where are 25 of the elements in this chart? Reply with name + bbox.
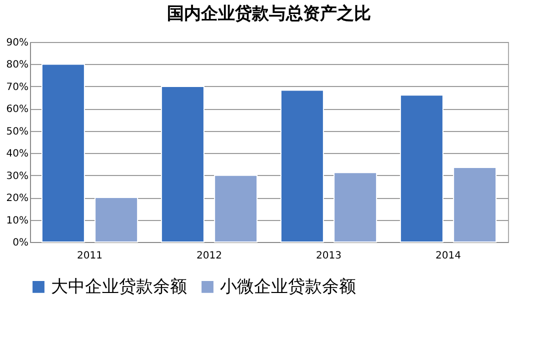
y-tick-label: 70% [6,82,28,93]
bar [94,197,138,242]
bar [160,86,204,242]
x-tick-label: 2013 [316,250,342,262]
y-tick-label: 20% [6,193,28,204]
x-tick-label: 2014 [436,250,461,262]
y-tick-label: 60% [6,104,28,116]
y-tick-label: 40% [6,148,28,160]
y-tick-label: 80% [6,60,28,71]
y-tick-label: 50% [6,126,28,138]
y-tick-label: 30% [6,170,28,182]
y-tick-label: 90% [6,38,28,48]
legend-label: 小微企业贷款余额 [220,276,356,297]
y-tick-label: 0% [12,238,28,248]
y-tick-label: 10% [6,215,28,226]
bar [41,64,85,242]
bar [400,94,444,242]
chart-title: 国内企业贷款与总资产之比 [167,4,371,24]
bar [334,172,378,242]
x-tick-label: 2012 [196,250,222,262]
legend-label: 大中企业贷款余额 [51,276,187,297]
bar [214,174,258,242]
bar [280,90,324,242]
x-tick-label: 2011 [77,250,102,262]
bar [453,167,497,242]
